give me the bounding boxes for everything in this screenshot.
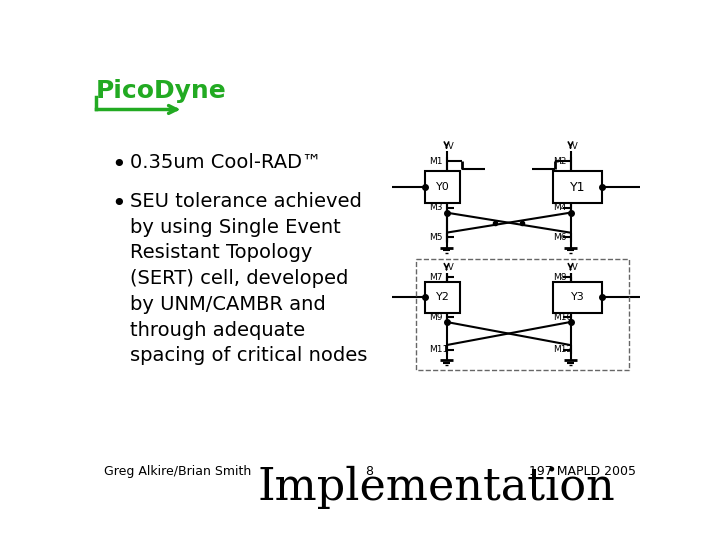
Text: •: • — [112, 153, 127, 177]
Text: V: V — [572, 264, 577, 273]
Bar — [554, 282, 601, 313]
Text: M12: M12 — [554, 345, 572, 354]
Text: M1: M1 — [429, 157, 443, 166]
Text: PicoDyne: PicoDyne — [96, 79, 227, 103]
Bar — [425, 171, 461, 204]
Text: Y2: Y2 — [436, 292, 449, 302]
Bar — [425, 282, 461, 313]
Text: M8: M8 — [554, 273, 567, 282]
Bar — [554, 171, 601, 204]
Text: V: V — [572, 142, 577, 151]
Text: M5: M5 — [429, 233, 443, 242]
Text: M4: M4 — [554, 204, 567, 212]
Text: V: V — [448, 142, 454, 151]
Text: Implementation: Implementation — [257, 466, 615, 509]
Text: M3: M3 — [429, 204, 443, 212]
Text: Y0: Y0 — [436, 182, 449, 192]
Text: 8: 8 — [365, 465, 373, 478]
Text: 197 MAPLD 2005: 197 MAPLD 2005 — [529, 465, 636, 478]
Text: Y1: Y1 — [570, 181, 585, 194]
Bar — [415, 259, 629, 370]
Text: M7: M7 — [429, 273, 443, 282]
Text: Greg Alkire/Brian Smith: Greg Alkire/Brian Smith — [104, 465, 251, 478]
Text: M11: M11 — [429, 345, 449, 354]
Text: M9: M9 — [429, 313, 443, 322]
Text: Y3: Y3 — [571, 292, 585, 302]
Text: V: V — [448, 264, 454, 273]
Text: •: • — [112, 192, 127, 216]
Text: M10: M10 — [554, 313, 572, 322]
Text: M2: M2 — [554, 157, 567, 166]
Text: 0.35um Cool-RAD™: 0.35um Cool-RAD™ — [130, 153, 322, 172]
Text: SEU tolerance achieved
by using Single Event
Resistant Topology
(SERT) cell, dev: SEU tolerance achieved by using Single E… — [130, 192, 368, 366]
Text: M6: M6 — [554, 233, 567, 242]
